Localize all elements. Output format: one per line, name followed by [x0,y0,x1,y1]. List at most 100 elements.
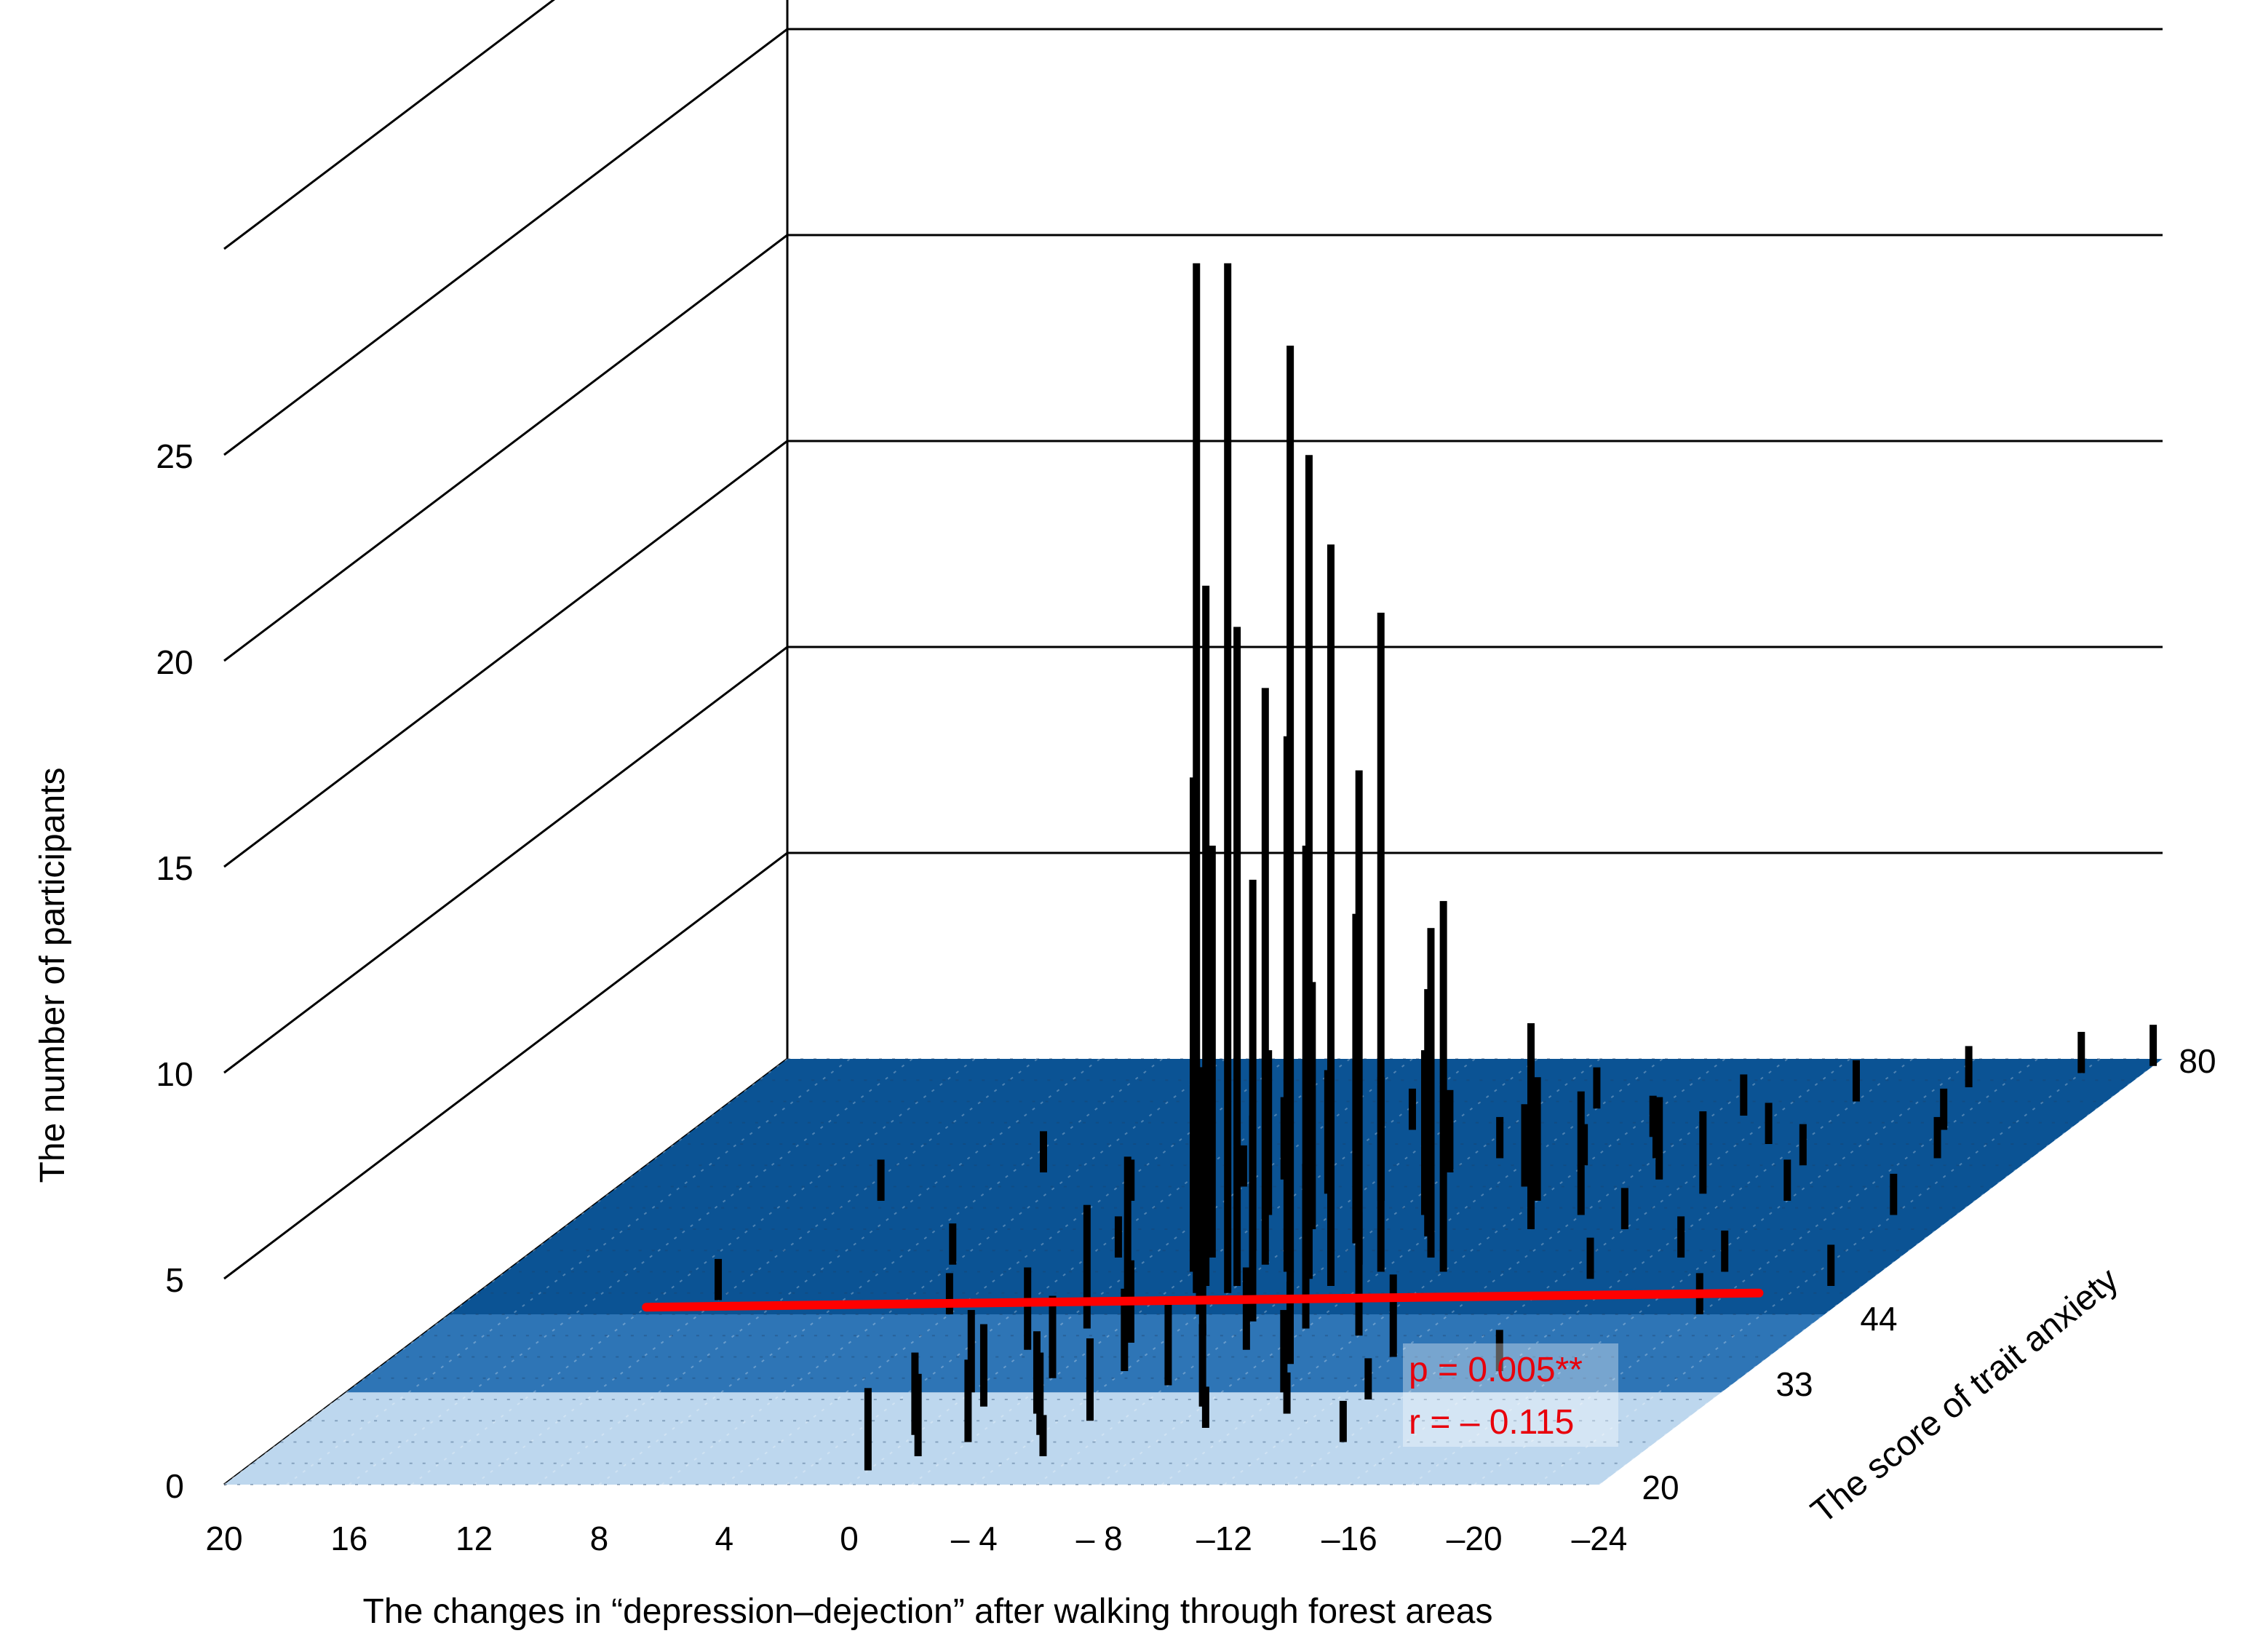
bar [1193,263,1201,1293]
bar [877,1159,885,1201]
bar [1852,1060,1860,1102]
bar [1164,1303,1172,1386]
bar [1124,1156,1132,1322]
bar [1040,1131,1048,1172]
stats-annotation-box [1403,1343,1618,1447]
bar [1049,1295,1057,1378]
left-wall-gridline [223,28,788,456]
bar [1286,1282,1294,1365]
bar [1721,1230,1729,1272]
bar [1024,1267,1032,1350]
left-wall-gridline [223,851,788,1280]
y-tick-label: 80 [2179,1042,2216,1080]
z-tick-label: 20 [156,643,193,681]
bar [1495,1330,1503,1371]
x-tick-label: – 8 [1076,1520,1123,1557]
bar [1439,901,1447,1272]
regression-line [642,1288,1764,1312]
regression-line-group [642,1288,1764,1312]
floor-band-2 [346,1314,1825,1393]
x-tick-label: –24 [1572,1520,1628,1557]
x-tick-label: 12 [456,1520,493,1557]
bar [1198,1324,1206,1407]
bar [1114,1216,1122,1258]
z-tick-label: 0 [165,1467,184,1505]
bar [1283,1372,1291,1414]
x-tick-label: –20 [1447,1520,1503,1557]
bar [1593,1067,1601,1109]
x-tick-label: 20 [205,1520,242,1557]
bar [1933,1116,1941,1159]
stats-annotation: p = 0.005** r = – 0.115 [1403,1343,1618,1447]
bar [1427,928,1435,1258]
bar [1740,1074,1748,1116]
bar [1198,1212,1206,1336]
bar [1249,1115,1257,1322]
x-tick-label: –16 [1321,1520,1377,1557]
bar [1527,1023,1535,1229]
bar [1208,846,1216,1258]
z-tick-label: 15 [156,849,193,887]
bar [2149,1025,2157,1066]
bar [1305,455,1313,1279]
x-tick-label: –12 [1196,1520,1252,1557]
left-wall-gridline [223,234,788,662]
z-tick-label: 5 [165,1261,184,1299]
p-value-annotation: p = 0.005** [1409,1351,1583,1389]
bar [1201,1386,1209,1428]
chart-walls [223,0,2163,1486]
bar [715,1258,723,1300]
y-tick-label: 20 [1642,1469,1679,1506]
bar [1890,1173,1898,1215]
bar [1327,544,1335,1286]
bar [1249,879,1257,1251]
bar [1286,345,1294,1293]
left-wall-gridline [223,0,555,250]
bar [1586,1237,1594,1279]
bar [979,1324,987,1407]
bar [1408,1088,1416,1130]
bar [1940,1088,1948,1130]
bar [914,1373,922,1456]
bar [1339,1400,1347,1442]
bar [1355,1212,1363,1336]
bar [945,1273,953,1314]
bar [1233,627,1241,1286]
bar [1965,1046,1973,1087]
floor-band-1 [224,1392,1722,1485]
bar [964,1359,972,1442]
bar [1083,1204,1091,1329]
y-tick-label: 33 [1775,1365,1813,1403]
bar [1827,1244,1835,1286]
bar [1533,1077,1541,1201]
bar [1355,770,1363,1265]
bar [1446,1089,1454,1172]
bar [1799,1124,1807,1166]
bar [1620,1188,1628,1229]
bar [949,1223,957,1265]
y-tick-label: 44 [1860,1300,1897,1338]
bar [1389,1274,1397,1357]
bar [1202,585,1210,1286]
z-tick-label: 10 [156,1055,193,1093]
bar [1121,1288,1129,1371]
bar [1496,1116,1504,1159]
bar [1196,1067,1204,1314]
bar [1261,688,1269,1265]
bar [864,1388,872,1471]
bar [2077,1031,2085,1073]
y-axis-title: The score of trait anxiety [1804,1260,2125,1531]
bar [1699,1111,1707,1194]
bar [1224,263,1232,1293]
r-value-annotation: r = – 0.115 [1409,1403,1574,1442]
bar [1677,1216,1685,1258]
x-tick-label: 0 [840,1520,859,1557]
bar [967,1310,975,1393]
bar [1280,1310,1288,1393]
left-wall-gridline [223,440,788,868]
left-wall-gridline [223,646,788,1074]
bar [1765,1103,1773,1144]
bar [1377,612,1385,1272]
bar [1649,1095,1657,1137]
